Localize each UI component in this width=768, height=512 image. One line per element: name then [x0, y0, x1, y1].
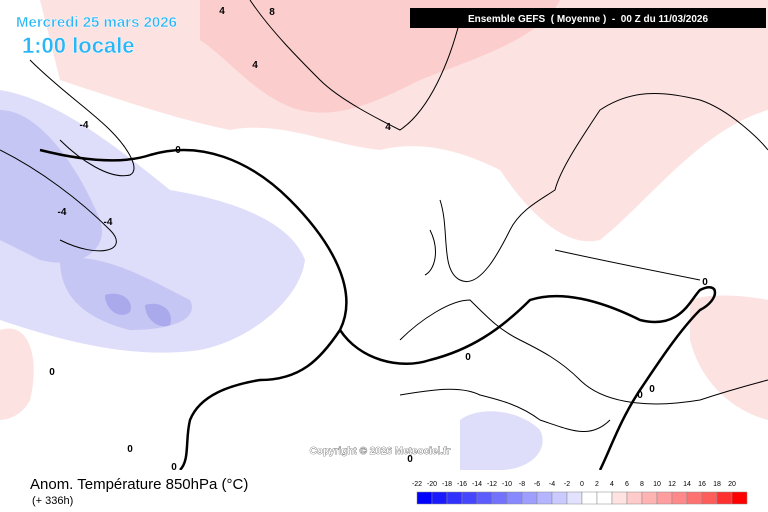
legend-label: 2 [595, 481, 599, 488]
legend-swatch [431, 491, 448, 505]
legend-swatch [566, 491, 583, 505]
legend-swatch [626, 491, 643, 505]
date-title: Mercredi 25 mars 2026 [16, 14, 177, 31]
legend-label: 14 [683, 481, 691, 488]
contour-label: 4 [252, 60, 258, 71]
legend-swatch [551, 491, 568, 505]
copyright: Copyright © 2026 Meteociel.fr [310, 446, 451, 457]
footer-bg [0, 470, 768, 512]
legend-label: 4 [610, 481, 614, 488]
contour-label: -4 [104, 217, 113, 228]
legend-swatch [596, 491, 613, 505]
legend-swatch [716, 491, 733, 505]
legend-swatch [701, 491, 718, 505]
legend-label: -16 [457, 481, 467, 488]
legend-label: -4 [549, 481, 555, 488]
legend-label: 18 [713, 481, 721, 488]
legend-swatch [641, 491, 658, 505]
legend-swatch [491, 491, 508, 505]
contour-label: 0 [175, 145, 181, 156]
contour-label: -4 [58, 207, 67, 218]
contour-label: 4 [219, 6, 225, 17]
legend-swatch [671, 491, 688, 505]
local-time: 1:00 locale [22, 33, 135, 58]
legend-swatch [581, 491, 598, 505]
cold-anomaly [460, 411, 543, 470]
legend-label: -10 [502, 481, 512, 488]
warm-anomaly [690, 295, 768, 420]
contour-label: 0 [171, 462, 177, 473]
legend-label: -22 [412, 481, 422, 488]
legend-swatch [476, 491, 493, 505]
legend-swatch [416, 491, 433, 505]
legend-label: 6 [625, 481, 629, 488]
legend-label: 10 [653, 481, 661, 488]
legend-label: -18 [442, 481, 452, 488]
legend-swatch [536, 491, 553, 505]
legend-swatch [506, 491, 523, 505]
legend-swatch [446, 491, 463, 505]
warm-anomaly [0, 328, 34, 420]
warm-anomaly-core [200, 0, 560, 113]
legend-label: -8 [519, 481, 525, 488]
legend-swatch [461, 491, 478, 505]
legend-label: 0 [580, 481, 584, 488]
cold-anomaly-core [0, 110, 102, 263]
legend-swatch [731, 491, 748, 505]
contour-label: 0 [702, 277, 708, 288]
contour-label: 0 [127, 444, 133, 455]
legend-swatch [656, 491, 673, 505]
contour-label: 0 [465, 352, 471, 363]
cold-anomaly-core [105, 293, 171, 327]
legend-swatch [611, 491, 628, 505]
model-info: Ensemble GEFS ( Moyenne ) - 00 Z du 11/0… [468, 14, 709, 25]
coastlines [0, 0, 768, 433]
contour-label: 0 [49, 367, 55, 378]
legend-swatch [686, 491, 703, 505]
model-banner [410, 8, 766, 28]
zero-contour [39, 148, 717, 471]
contour-label: 0 [637, 390, 643, 401]
contour-label: 0 [407, 454, 413, 465]
legend-label: -6 [534, 481, 540, 488]
legend-label: 8 [640, 481, 644, 488]
contour-label: 8 [269, 7, 275, 18]
contour-label: 4 [385, 122, 391, 133]
contour-label: -4 [80, 120, 89, 131]
warm-anomaly [40, 0, 768, 242]
legend-label: -12 [487, 481, 497, 488]
field-name: Anom. Température 850hPa (°C) [30, 476, 248, 493]
legend-label: -2 [564, 481, 570, 488]
legend-label: 12 [668, 481, 676, 488]
legend-label: 16 [698, 481, 706, 488]
contour-label: 0 [649, 384, 655, 395]
legend-label: -14 [472, 481, 482, 488]
legend-swatch [521, 491, 538, 505]
lead-time: (+ 336h) [32, 495, 73, 507]
legend-label: 20 [728, 481, 736, 488]
legend-label: -20 [427, 481, 437, 488]
